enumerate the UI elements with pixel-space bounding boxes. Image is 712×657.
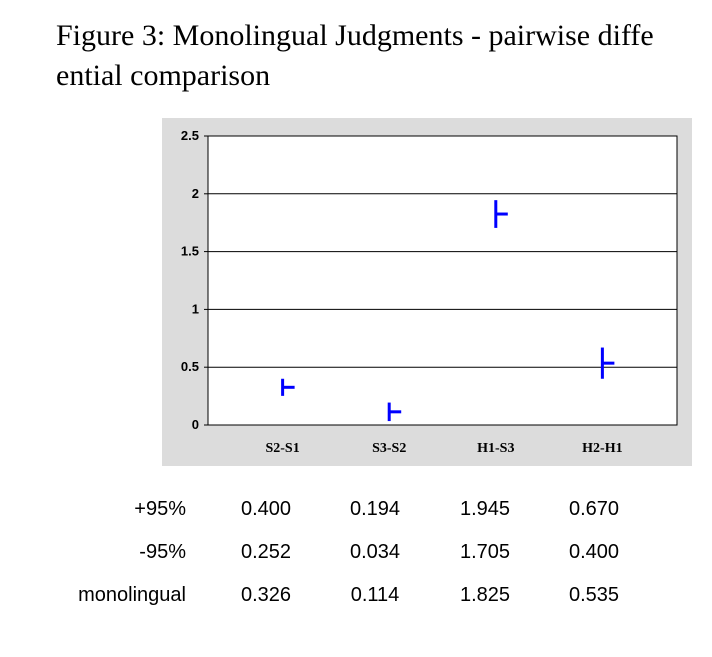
cell: 1.945 xyxy=(459,498,511,520)
figure-title-line-1: Figure 3: Monolingual Judgments - pairwi… xyxy=(56,19,654,52)
cell: 0.194 xyxy=(349,498,401,520)
cell: 0.114 xyxy=(350,584,400,606)
cell: 1.705 xyxy=(459,541,511,563)
table-row-minus95: -95% 0.252 0.034 1.705 0.400 xyxy=(0,541,712,585)
y-tick-label: 2.5 xyxy=(181,128,199,143)
cell: 0.535 xyxy=(568,584,620,606)
plot-area xyxy=(208,136,677,425)
row-label: +95% xyxy=(134,498,186,520)
cell: 0.252 xyxy=(240,541,292,563)
x-tick-label: H1-S3 xyxy=(477,441,514,456)
row-label: monolingual xyxy=(78,584,186,606)
cell: 0.400 xyxy=(240,498,292,520)
table-row-plus95: +95% 0.400 0.194 1.945 0.670 xyxy=(0,498,712,542)
plot-border xyxy=(207,135,678,426)
cell: 0.034 xyxy=(349,541,401,563)
cell: 0.326 xyxy=(240,584,292,606)
row-label: -95% xyxy=(139,541,186,563)
table-row-monolingual: monolingual 0.326 0.114 1.825 0.535 xyxy=(0,584,712,628)
x-tick-label: H2-H1 xyxy=(582,441,622,456)
figure-title-line-2: ential comparison xyxy=(56,59,271,92)
y-tick-label: 1.5 xyxy=(181,244,199,259)
cell: 1.825 xyxy=(459,584,511,606)
y-tick-label: 0.5 xyxy=(181,359,199,374)
figure-title: Figure 3: Monolingual Judgments - pairwi… xyxy=(56,16,712,96)
cell: 0.670 xyxy=(568,498,620,520)
cell: 0.400 xyxy=(568,541,620,563)
y-tick-label: 2 xyxy=(192,186,199,201)
x-tick-label: S2-S1 xyxy=(265,441,299,456)
x-tick-label: S3-S2 xyxy=(372,441,406,456)
y-tick-label: 1 xyxy=(192,301,199,316)
y-tick-label: 0 xyxy=(192,417,199,432)
